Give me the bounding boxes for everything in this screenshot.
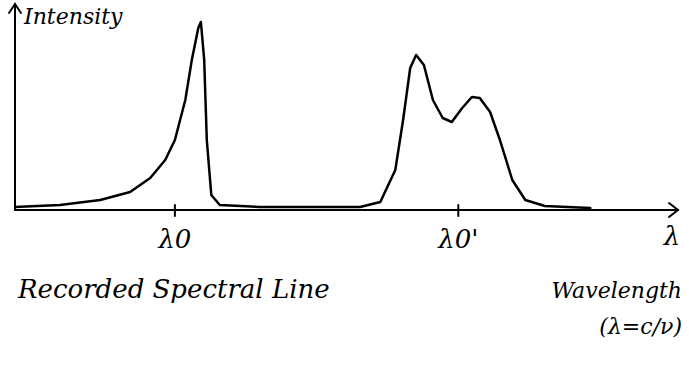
x-arrow [669, 203, 678, 217]
spectral-line [15, 22, 590, 208]
x-tick-label: λ0 [157, 224, 191, 254]
x-axis [15, 209, 678, 211]
x-tick-label: λ0' [437, 224, 478, 254]
x-tick [457, 205, 459, 216]
y-axis [14, 4, 16, 210]
x-axis-label: λ [663, 221, 680, 251]
y-axis-label: Intensity [23, 4, 123, 29]
title: Recorded Spectral Line [17, 274, 330, 304]
annotation: (λ=c/ν) [599, 314, 682, 339]
annotation: Wavelength [551, 278, 682, 303]
x-tick [174, 205, 176, 216]
plot-area [15, 22, 590, 208]
chart: λ0 λ0' Intensity λ Recorded Spectral Line Wav… [0, 0, 689, 372]
y-arrow [9, 4, 21, 13]
